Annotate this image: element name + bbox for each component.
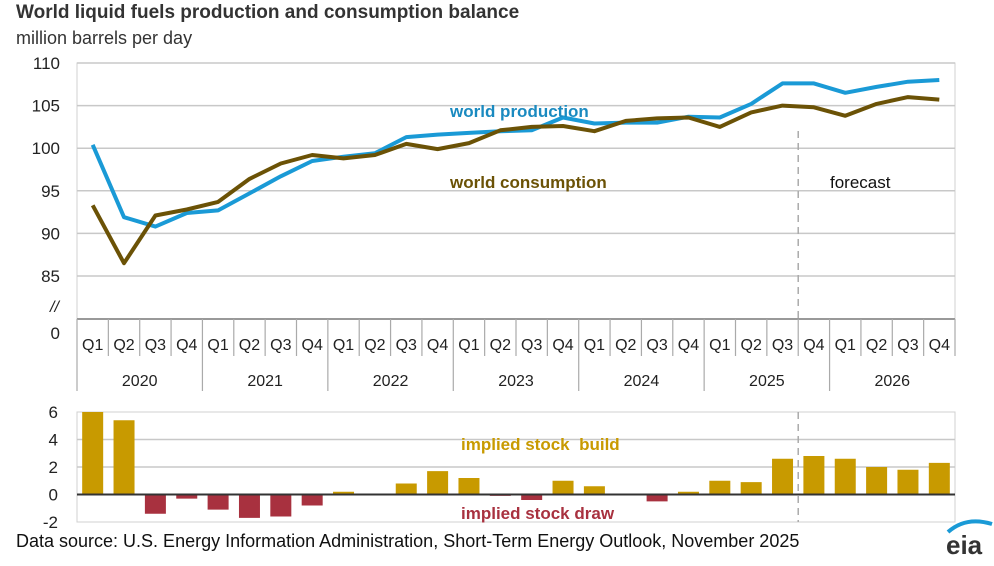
chart-title: World liquid fuels production and consum…: [16, 2, 520, 23]
quarter-label: Q1: [584, 337, 605, 354]
legend-consumption: world consumption: [449, 173, 607, 192]
quarter-label: Q3: [270, 337, 291, 354]
year-label: 2024: [624, 373, 660, 390]
quarter-label: Q3: [145, 337, 166, 354]
stock-build-bar: [866, 467, 888, 495]
quarter-label: Q3: [897, 337, 918, 354]
eia-logo: eia: [946, 519, 993, 558]
stock-draw-bar: [521, 494, 543, 500]
year-label: 2026: [874, 373, 910, 390]
year-label: 2025: [749, 373, 785, 390]
quarter-label: Q4: [176, 337, 197, 354]
stock-build-bar: [772, 458, 794, 495]
quarter-label: Q1: [458, 337, 479, 354]
stock-build-bar: [552, 480, 574, 495]
data-source: Data source: U.S. Energy Information Adm…: [16, 531, 800, 551]
quarter-label: Q3: [646, 337, 667, 354]
stock-draw-bar: [176, 494, 198, 499]
stock-build-bar: [113, 420, 135, 495]
y-tick-label: 0: [51, 324, 60, 343]
quarter-label: Q2: [239, 337, 260, 354]
bar-y-tick-label: -2: [43, 513, 58, 532]
stock-build-bar: [709, 480, 731, 495]
y-tick-label: 85: [41, 267, 60, 286]
quarter-label: Q2: [113, 337, 134, 354]
stock-build-bar: [458, 478, 480, 495]
stock-draw-bar: [207, 494, 229, 510]
stock-build-bar: [803, 456, 825, 495]
quarter-label: Q4: [803, 337, 824, 354]
bar-y-tick-label: 2: [49, 458, 58, 477]
quarter-label: Q3: [521, 337, 542, 354]
stock-build-bar: [427, 471, 449, 495]
quarter-label: Q1: [709, 337, 730, 354]
stock-build-bar: [395, 483, 417, 495]
year-label: 2023: [498, 373, 534, 390]
chart-subtitle: million barrels per day: [16, 28, 193, 48]
quarter-label: Q4: [302, 337, 323, 354]
quarter-label: Q2: [364, 337, 385, 354]
quarter-label: Q3: [772, 337, 793, 354]
stock-build-bar: [740, 482, 762, 495]
quarter-label: Q1: [207, 337, 228, 354]
stock-build-bar: [897, 469, 919, 495]
stock-build-bar: [928, 462, 950, 495]
legend-production: world production: [449, 102, 589, 121]
quarter-label: Q3: [396, 337, 417, 354]
stock-build-bar: [333, 491, 355, 495]
production-line: [90, 78, 940, 229]
stock-build-bar: [677, 491, 699, 495]
quarter-label: Q2: [866, 337, 887, 354]
year-label: 2022: [373, 373, 409, 390]
quarter-label: Q4: [427, 337, 448, 354]
stock-draw-bar: [144, 494, 166, 514]
build-label: implied stock build: [461, 435, 620, 454]
quarter-label: Q2: [741, 337, 762, 354]
quarter-label: Q1: [333, 337, 354, 354]
stock-draw-bar: [270, 494, 292, 517]
quarter-label: Q2: [490, 337, 511, 354]
draw-label: implied stock draw: [461, 504, 615, 523]
y-tick-label: 105: [32, 97, 60, 116]
axis-break: //: [49, 299, 60, 316]
quarter-label: Q2: [615, 337, 636, 354]
bar-y-tick-label: 0: [49, 486, 58, 505]
bar-y-tick-label: 6: [49, 403, 58, 422]
stock-draw-bar: [238, 494, 260, 518]
forecast-label: forecast: [830, 173, 891, 192]
consumption-line: [90, 95, 940, 266]
svg-text:eia: eia: [946, 530, 983, 558]
quarter-label: Q1: [835, 337, 856, 354]
y-tick-label: 110: [33, 54, 60, 73]
y-tick-label: 90: [41, 224, 60, 243]
bar-y-tick-label: 4: [49, 431, 58, 450]
quarter-label: Q4: [552, 337, 573, 354]
quarter-label: Q4: [929, 337, 950, 354]
stock-build-bar: [82, 412, 104, 495]
stock-draw-bar: [646, 494, 668, 502]
y-tick-label: 95: [41, 182, 60, 201]
stock-build-bar: [583, 486, 605, 495]
year-label: 2020: [122, 373, 158, 390]
year-label: 2021: [247, 373, 283, 390]
y-tick-label: 100: [32, 139, 60, 158]
quarter-label: Q4: [678, 337, 699, 354]
stock-draw-bar: [301, 494, 323, 506]
quarter-label: Q1: [82, 337, 103, 354]
stock-build-bar: [834, 458, 856, 495]
